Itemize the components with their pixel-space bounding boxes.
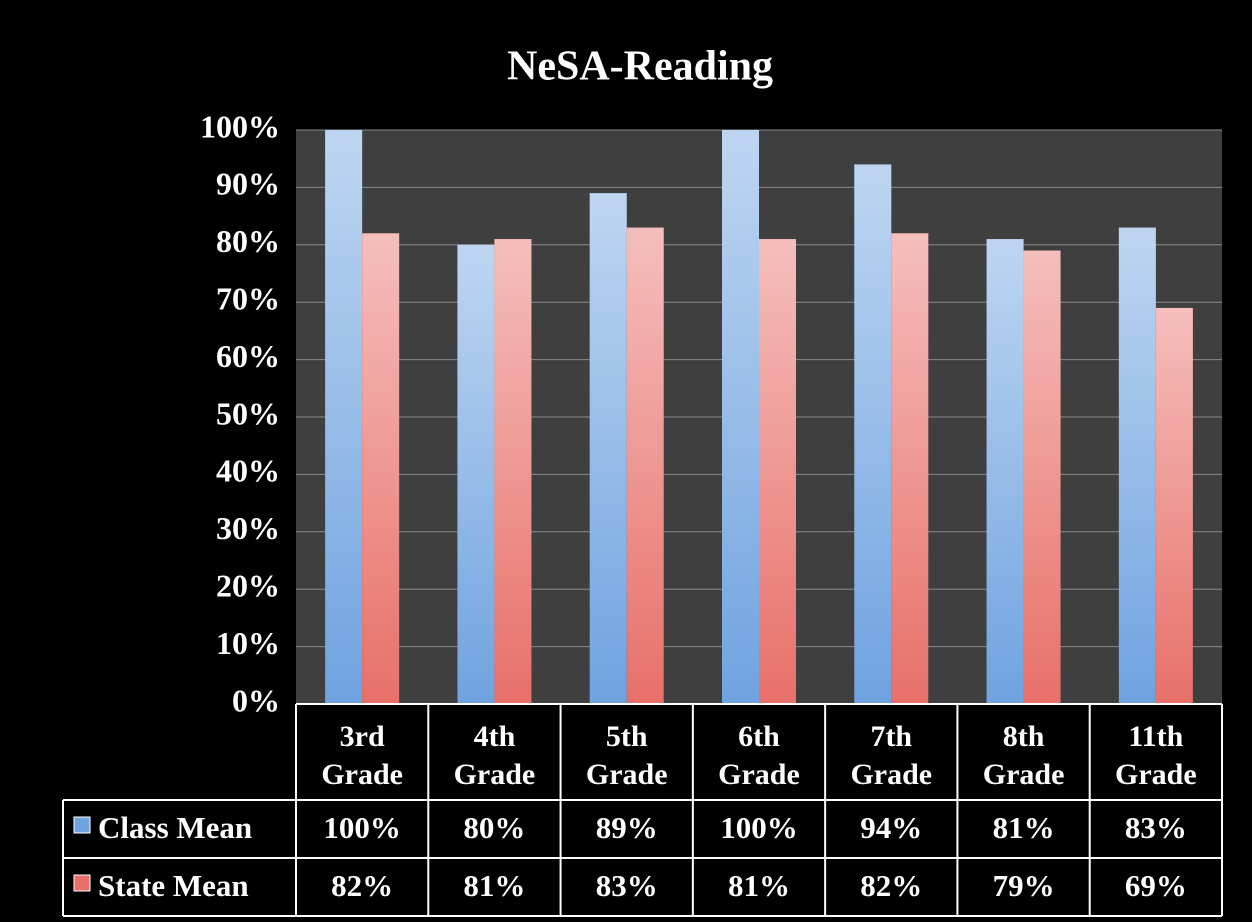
x-tick-label-box: 11th Grade <box>1115 720 1197 791</box>
x-tick-label: 6th Grade <box>718 720 800 791</box>
bar-shine <box>325 130 363 704</box>
x-tick-label-box: 7th Grade <box>850 720 933 791</box>
bar-shine <box>494 239 532 704</box>
x-tick-label: 11th Grade <box>1115 720 1197 791</box>
y-tick-label: 100% <box>200 108 280 144</box>
bar-shine <box>1155 307 1193 704</box>
y-tick-label: 10% <box>216 625 280 661</box>
bar-shine <box>626 227 664 704</box>
x-tick-label: 8th Grade <box>982 720 1065 791</box>
bar-shine <box>589 193 627 704</box>
y-tick-label: 30% <box>216 510 280 546</box>
data-label: 100% <box>323 810 401 845</box>
data-label: 100% <box>720 810 798 845</box>
x-tick-label-box: 4th Grade <box>453 720 536 791</box>
x-tick-label: 5th Grade <box>585 720 668 791</box>
data-label: 79% <box>993 868 1055 903</box>
bar-shine <box>1023 250 1061 705</box>
y-tick-label: 70% <box>216 281 280 317</box>
chart-title: NeSA-Reading <box>507 44 773 90</box>
y-tick-label: 20% <box>216 568 280 604</box>
data-label: 83% <box>596 868 658 903</box>
data-label: 83% <box>1125 810 1187 845</box>
bar-shine <box>759 239 796 704</box>
y-tick-label: 40% <box>216 453 280 489</box>
x-tick-label: 3rd Grade <box>321 720 403 791</box>
x-tick-label-box: 8th Grade <box>982 720 1065 791</box>
legend-marker <box>73 874 91 892</box>
y-tick-label: 80% <box>216 223 280 259</box>
data-label: 81% <box>463 868 525 903</box>
legend-marker <box>73 816 91 834</box>
bar-shine <box>362 233 400 704</box>
x-tick-label: 7th Grade <box>850 720 933 791</box>
data-label: 82% <box>860 868 922 903</box>
data-label: 82% <box>331 868 393 903</box>
bar-shine <box>722 130 759 704</box>
data-label: 69% <box>1125 868 1187 903</box>
bar-shine <box>457 244 495 705</box>
x-tick-label-box: 6th Grade <box>718 720 800 791</box>
y-tick-label: 60% <box>216 338 280 374</box>
y-tick-label: 90% <box>216 166 280 202</box>
bar-shine <box>986 239 1024 704</box>
legend-label: Class Mean <box>98 810 252 845</box>
data-label: 94% <box>860 810 922 845</box>
x-tick-label-box: 5th Grade <box>585 720 668 791</box>
bar-shine <box>1118 227 1156 704</box>
data-label: 80% <box>463 810 525 845</box>
bar-shine <box>854 164 892 704</box>
x-tick-label-box: 3rd Grade <box>321 720 403 791</box>
y-tick-label: 50% <box>216 395 280 431</box>
x-tick-label: 4th Grade <box>453 720 536 791</box>
data-label: 81% <box>993 810 1055 845</box>
data-label: 89% <box>596 810 658 845</box>
data-label: 81% <box>728 868 790 903</box>
bar-shine <box>891 233 929 704</box>
legend-label: State Mean <box>98 868 249 903</box>
y-tick-label: 0% <box>232 682 280 718</box>
